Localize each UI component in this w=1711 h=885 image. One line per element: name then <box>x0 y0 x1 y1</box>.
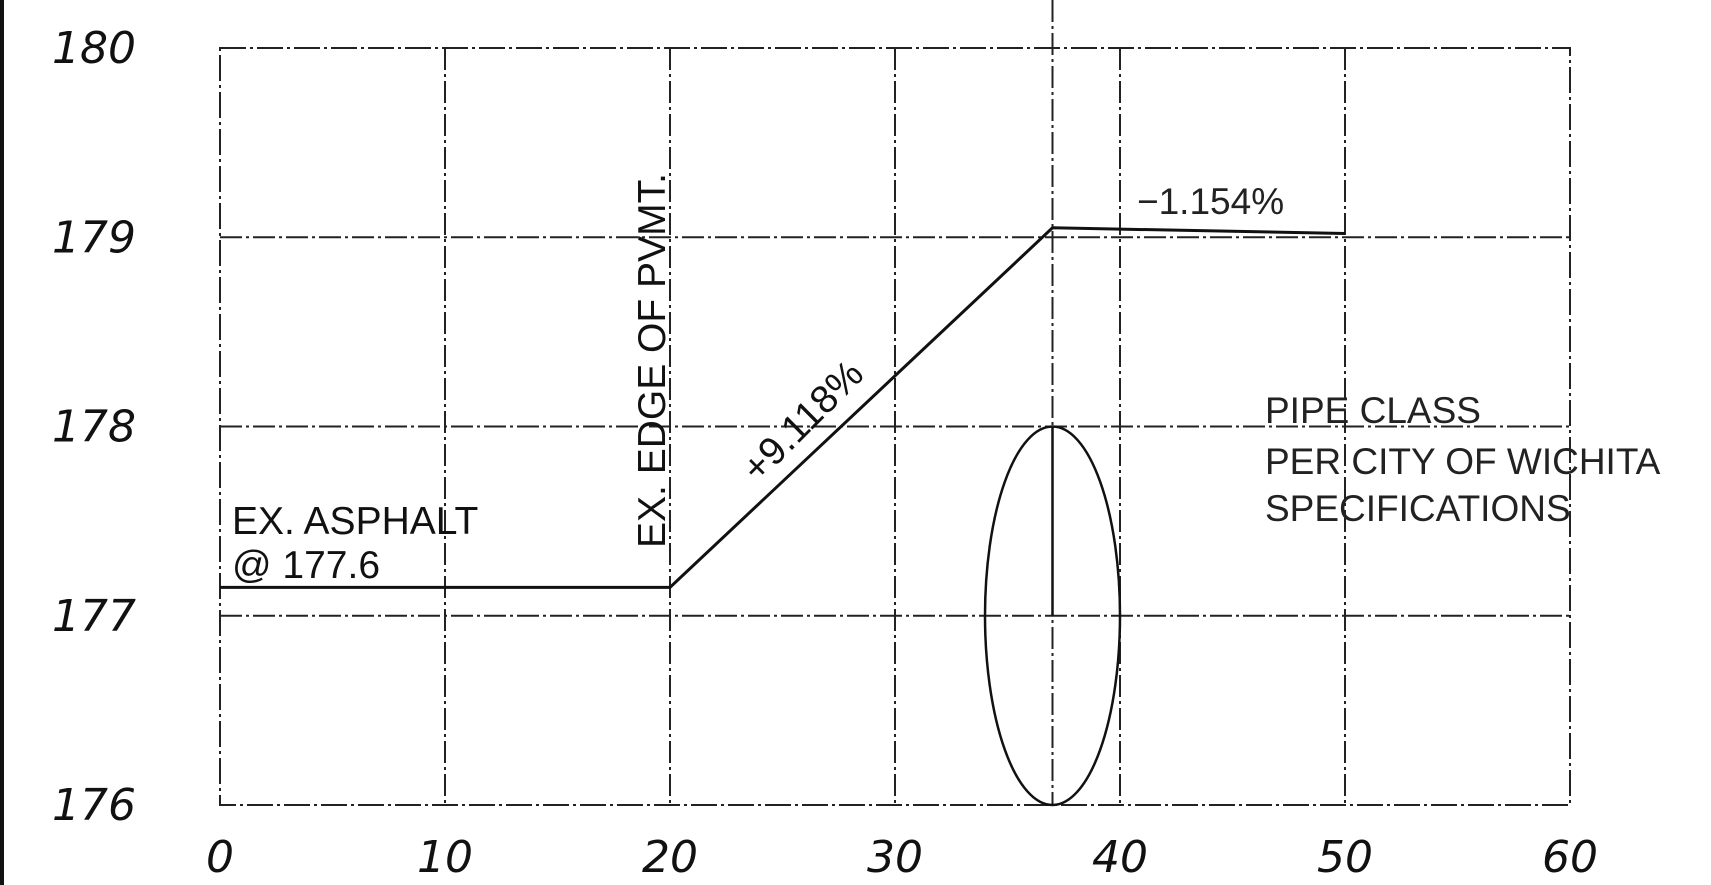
x-tick-label-10: 10 <box>417 832 473 883</box>
pipe-class-line1: PIPE CLASS <box>1265 390 1481 431</box>
pipe-class-line2: PER CITY OF WICHITA <box>1265 441 1661 482</box>
y-tick-label-177: 177 <box>52 591 136 642</box>
x-tick-label-30: 30 <box>867 832 923 883</box>
x-tick-label-40: 40 <box>1092 832 1148 883</box>
grid-lines <box>219 47 1571 806</box>
y-tick-label-178: 178 <box>52 402 136 453</box>
y-tick-label-179: 179 <box>52 212 136 263</box>
asphalt-label-line2: @ 177.6 <box>232 544 380 587</box>
x-tick-label-0: 0 <box>206 832 234 883</box>
slope-down-label: −1.154% <box>1137 181 1284 222</box>
y-tick-label-176: 176 <box>52 780 136 831</box>
slope-up-label: +9.118% <box>734 352 872 490</box>
profile-marks <box>220 0 1346 807</box>
axis-tick-labels: 0 10 20 30 40 50 60 176 177 178 179 180 <box>52 23 1598 883</box>
x-tick-label-60: 60 <box>1542 832 1598 883</box>
page-left-border <box>0 0 4 885</box>
x-tick-label-50: 50 <box>1317 832 1373 883</box>
ground-profile-line <box>220 226 1346 589</box>
y-tick-label-180: 180 <box>52 23 136 74</box>
pipe-class-line3: SPECIFICATIONS <box>1265 488 1571 529</box>
edge-of-pavement-label: EX. EDGE OF PVMT. <box>631 173 674 548</box>
x-tick-label-20: 20 <box>642 832 698 883</box>
asphalt-label-line1: EX. ASPHALT <box>232 500 478 543</box>
